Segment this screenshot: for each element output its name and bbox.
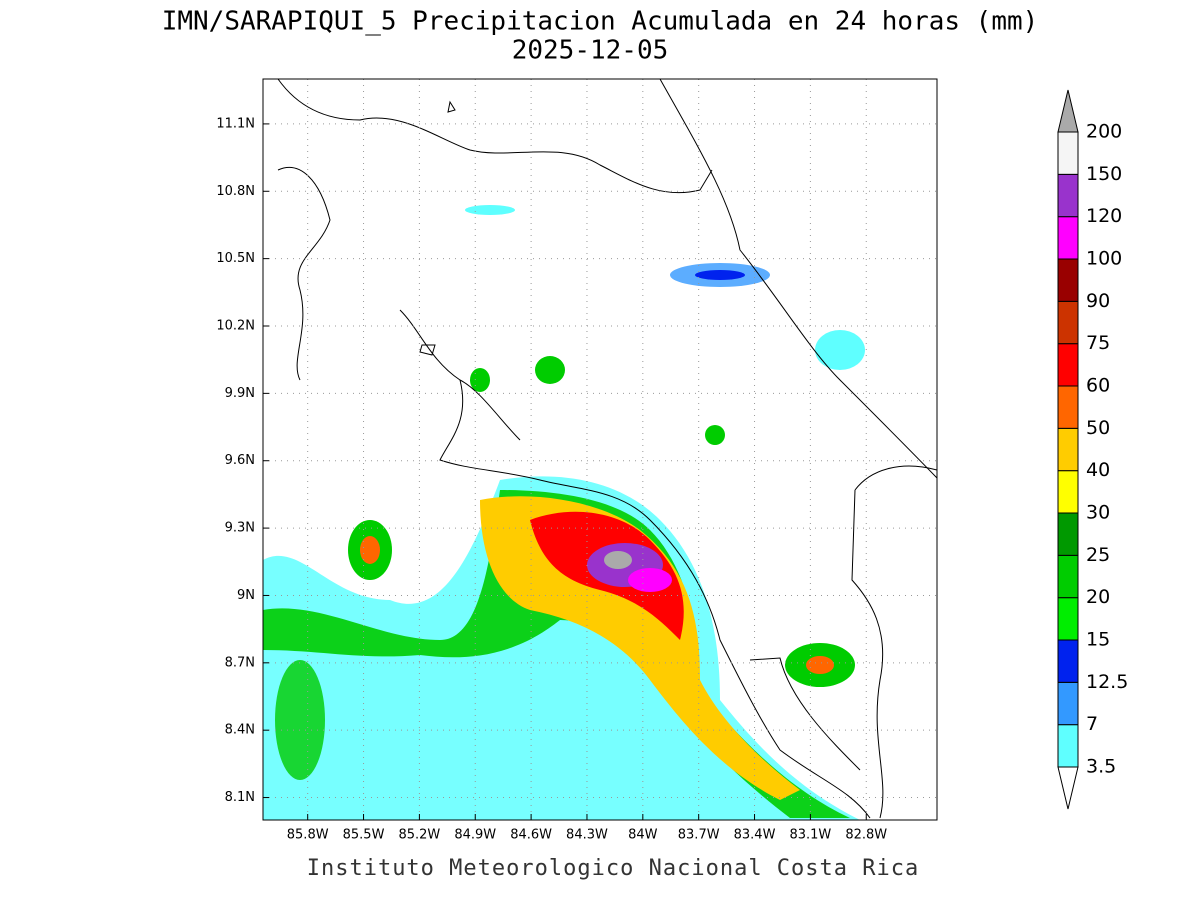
y-tick-label: 9.6N — [225, 453, 255, 468]
map-frame — [262, 78, 938, 821]
colorbar-label: 120 — [1086, 205, 1122, 227]
colorbar-bin — [1057, 681, 1079, 726]
coastlines — [277, 78, 938, 819]
colorbar-bin — [1057, 258, 1079, 302]
colorbar-bin — [1057, 300, 1079, 345]
colorbar-label: 12.5 — [1086, 671, 1128, 693]
colorbar: 3.5 7 12.5 15 20 25 30 40 50 60 75 90 100 120 150 200 — [1057, 89, 1128, 810]
y-tick-label: 10.8N — [216, 184, 255, 199]
colorbar-label: 200 — [1086, 121, 1122, 143]
colorbar-label: 7 — [1086, 713, 1098, 735]
colorbar-label: 25 — [1086, 544, 1110, 566]
y-tick-label: 8.1N — [225, 790, 255, 805]
x-tick-label: 83.7W — [678, 828, 720, 843]
x-tick-label: 82.8W — [845, 828, 887, 843]
y-tick-label: 10.5N — [216, 251, 255, 266]
x-tick-label: 84W — [628, 828, 658, 843]
y-tick-label: 9.9N — [225, 386, 255, 401]
colorbar-bin — [1057, 512, 1079, 556]
x-tick-label: 85.2W — [398, 828, 440, 843]
colorbar-bin — [1057, 131, 1079, 175]
colorbar-bin — [1057, 639, 1079, 683]
colorbar-bin — [1057, 427, 1079, 472]
colorbar-label: 60 — [1086, 375, 1110, 397]
colorbar-label: 3.5 — [1086, 756, 1116, 778]
subtitle: 2025-12-05 — [512, 36, 669, 66]
x-tick-label: 85.5W — [343, 828, 385, 843]
x-tick-label: 84.9W — [454, 828, 496, 843]
colorbar-bin — [1057, 554, 1079, 599]
colorbar-bin — [1057, 597, 1079, 641]
y-tick-label: 11.1N — [216, 116, 255, 131]
colorbar-over — [1057, 89, 1079, 133]
x-tick-label: 84.3W — [566, 828, 608, 843]
precipitation-field — [263, 205, 865, 820]
x-tick-label: 84.6W — [510, 828, 552, 843]
grid — [263, 79, 937, 820]
colorbar-bin — [1057, 470, 1079, 514]
x-tick-label: 83.4W — [734, 828, 776, 843]
colorbar-label: 40 — [1086, 459, 1110, 481]
y-tick-label: 10.2N — [216, 319, 255, 334]
colorbar-label: 30 — [1086, 502, 1110, 524]
y-tick-label: 9.3N — [225, 521, 255, 536]
colorbar-label: 90 — [1086, 290, 1110, 312]
colorbar-bin — [1057, 343, 1079, 387]
x-tick-label: 83.1W — [789, 828, 831, 843]
x-tick-label: 85.8W — [287, 828, 329, 843]
colorbar-label: 150 — [1086, 163, 1122, 185]
colorbar-label: 50 — [1086, 417, 1110, 439]
y-tick-label: 8.7N — [225, 655, 255, 670]
colorbar-bin — [1057, 173, 1079, 218]
colorbar-label: 15 — [1086, 629, 1110, 651]
colorbar-label: 100 — [1086, 248, 1122, 270]
y-tick-label: 8.4N — [225, 723, 255, 738]
colorbar-bin — [1057, 385, 1079, 429]
title: IMN/SARAPIQUI_5 Precipitacion Acumulada … — [162, 7, 1039, 37]
colorbar-label: 75 — [1086, 332, 1110, 354]
colorbar-bin — [1057, 216, 1079, 260]
footer: Instituto Meteorologico Nacional Costa R… — [307, 856, 920, 881]
colorbar-under — [1057, 766, 1079, 810]
axes: 85.8W 85.5W 85.2W 84.9W 84.6W 84.3W 84W 83.7W 83… — [216, 116, 887, 842]
colorbar-bin — [1057, 724, 1079, 768]
y-tick-label: 9N — [237, 588, 255, 603]
colorbar-label: 20 — [1086, 586, 1110, 608]
